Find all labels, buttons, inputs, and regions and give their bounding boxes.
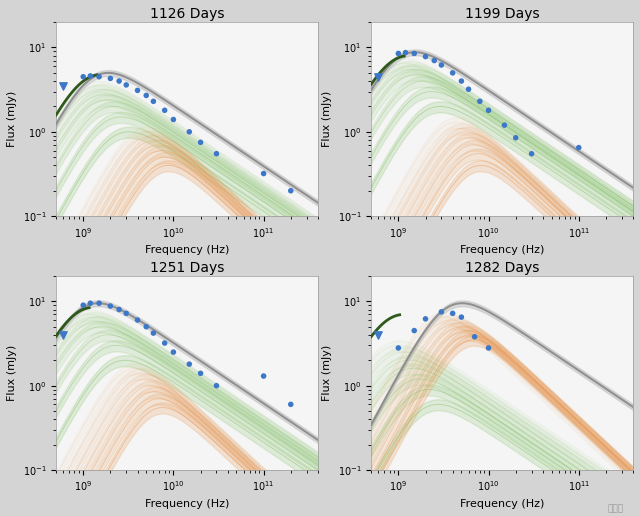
Point [195,369,205,378]
Title: 1251 Days: 1251 Days [150,261,224,275]
Point [159,339,170,347]
Point [94,73,104,81]
Point [141,322,152,331]
Point [447,69,458,77]
Point [132,86,143,94]
Point [447,309,458,317]
Point [114,305,124,314]
Point [463,85,474,93]
Point [105,74,115,83]
Title: 1199 Days: 1199 Days [465,7,540,21]
Point [195,138,205,147]
Point [393,50,403,58]
Point [420,315,431,323]
Y-axis label: Flux (mJy): Flux (mJy) [7,345,17,401]
Point [211,381,221,390]
Point [94,299,104,308]
Point [436,308,447,316]
Point [141,91,152,100]
Point [573,143,584,152]
Point [85,72,95,80]
Point [429,56,440,64]
Point [184,127,195,136]
Point [393,344,403,352]
X-axis label: Frequency (Hz): Frequency (Hz) [145,245,229,255]
Point [285,400,296,409]
Y-axis label: Flux (mJy): Flux (mJy) [322,345,332,401]
Point [159,106,170,115]
Point [456,313,467,321]
Point [475,97,485,105]
Point [436,61,447,69]
X-axis label: Frequency (Hz): Frequency (Hz) [460,245,544,255]
Point [499,121,509,130]
Point [470,333,480,341]
Point [409,327,419,335]
Point [58,82,68,90]
Point [373,73,383,81]
Y-axis label: Flux (mJy): Flux (mJy) [7,91,17,147]
Point [105,302,115,310]
Point [148,97,159,105]
Point [409,50,419,58]
Text: 量子位: 量子位 [608,505,624,513]
Point [168,116,179,124]
Point [285,187,296,195]
Point [211,150,221,158]
X-axis label: Frequency (Hz): Frequency (Hz) [145,499,229,509]
Point [373,331,383,339]
Y-axis label: Flux (mJy): Flux (mJy) [322,91,332,147]
Point [259,169,269,178]
Title: 1282 Days: 1282 Days [465,261,540,275]
Point [511,134,521,142]
Point [85,299,95,308]
Title: 1126 Days: 1126 Days [150,7,224,21]
Point [401,49,411,57]
Point [168,348,179,356]
X-axis label: Frequency (Hz): Frequency (Hz) [460,499,544,509]
Point [259,372,269,380]
Point [132,316,143,324]
Point [420,53,431,61]
Point [184,360,195,368]
Point [114,77,124,85]
Point [483,344,493,352]
Point [527,150,537,158]
Point [148,329,159,337]
Point [456,77,467,85]
Point [78,73,88,81]
Point [483,106,493,115]
Point [58,331,68,339]
Point [78,301,88,309]
Point [121,81,131,89]
Point [121,309,131,317]
